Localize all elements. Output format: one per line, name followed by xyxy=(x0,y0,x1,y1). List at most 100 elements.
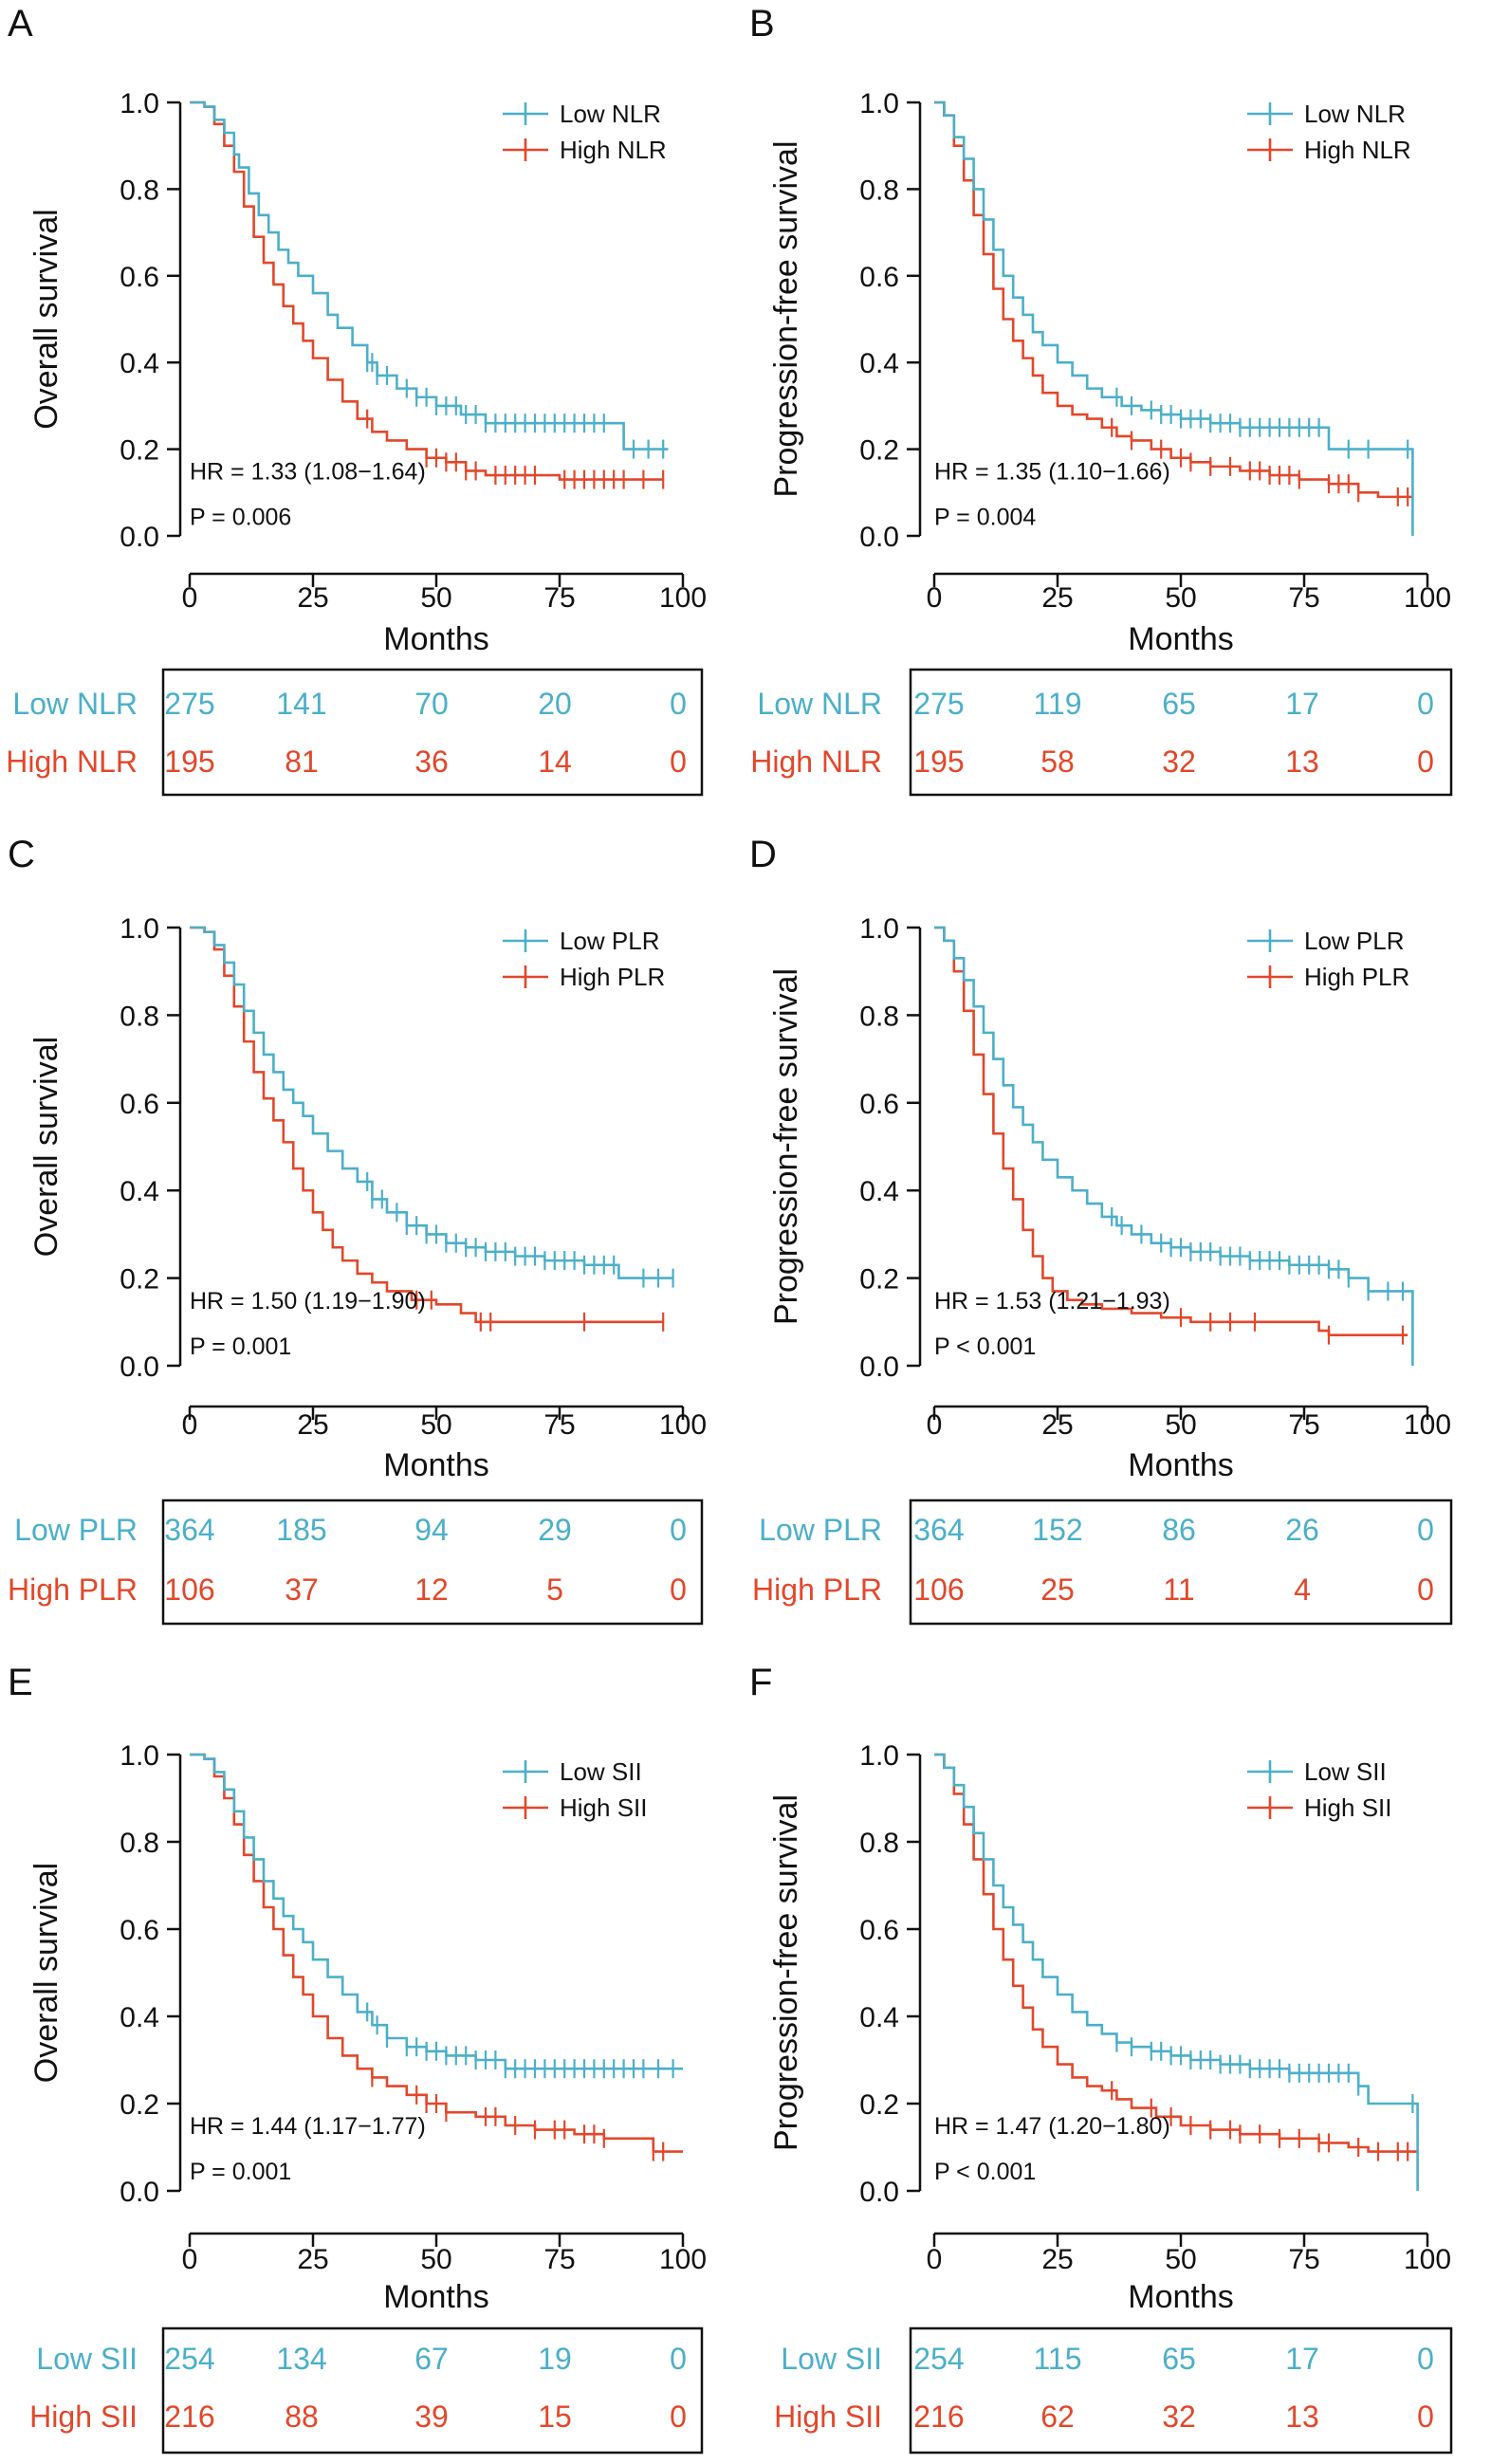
y-tick-label: 0.6 xyxy=(859,1089,899,1120)
km-curve-low xyxy=(190,101,669,451)
risk-row-label-high: High SII xyxy=(29,2400,138,2434)
y-tick-label: 1.0 xyxy=(859,1740,899,1772)
legend-item-low: Low NLR xyxy=(503,100,661,128)
legend-item-high: High SII xyxy=(503,1793,648,1822)
risk-count: 364 xyxy=(164,1513,214,1547)
y-axis-title: Overall survival xyxy=(28,209,64,429)
risk-row-label-high: High PLR xyxy=(8,1572,138,1607)
risk-count: 15 xyxy=(538,2400,572,2434)
x-axis-title: Months xyxy=(383,2279,489,2315)
y-tick-label: 0.2 xyxy=(859,2089,899,2121)
risk-count: 32 xyxy=(1162,2400,1196,2434)
risk-count: 29 xyxy=(538,1513,572,1547)
risk-count: 58 xyxy=(1040,745,1075,779)
y-tick-label: 0.4 xyxy=(859,2002,899,2033)
legend-item-high: High PLR xyxy=(1247,963,1409,991)
risk-count: 17 xyxy=(1285,2342,1319,2376)
risk-row-label-low: Low PLR xyxy=(14,1513,138,1547)
risk-count: 0 xyxy=(1417,687,1434,721)
y-tick-label: 0.8 xyxy=(859,1001,899,1032)
risk-count: 62 xyxy=(1040,2400,1075,2434)
risk-count: 0 xyxy=(1417,1513,1434,1547)
y-tick-label: 0.8 xyxy=(859,1828,899,1859)
legend-label: High SII xyxy=(1304,1793,1392,1822)
panel-label: D xyxy=(749,834,777,875)
risk-count: 115 xyxy=(1033,2342,1081,2376)
y-tick-label: 0.0 xyxy=(859,1352,899,1383)
hazard-ratio-text: HR = 1.50 (1.19−1.90) xyxy=(190,1288,426,1315)
legend-label: High NLR xyxy=(560,136,667,164)
x-tick-label: 100 xyxy=(1404,582,1451,614)
risk-table-box xyxy=(909,668,1453,797)
legend-label: High NLR xyxy=(1304,136,1411,164)
legend-label: Low NLR xyxy=(1304,100,1406,128)
p-value-text: P = 0.004 xyxy=(934,504,1036,530)
x-tick-label: 100 xyxy=(659,582,707,614)
legend-item-low: Low PLR xyxy=(1247,927,1405,955)
risk-count: 106 xyxy=(913,1572,964,1607)
risk-count: 0 xyxy=(670,687,687,721)
p-value-text: P < 0.001 xyxy=(934,2159,1036,2185)
legend-label: High PLR xyxy=(560,963,665,991)
panel-label: C xyxy=(8,834,35,875)
p-value-text: P < 0.001 xyxy=(934,1333,1036,1360)
y-tick-label: 1.0 xyxy=(859,88,899,120)
p-value-text: P = 0.006 xyxy=(190,504,291,530)
risk-count: 13 xyxy=(1285,2400,1319,2434)
risk-row-label-high: High NLR xyxy=(6,745,138,779)
y-tick-label: 0.0 xyxy=(120,522,159,553)
x-tick-label: 0 xyxy=(182,2244,198,2275)
x-axis-title: Months xyxy=(1128,2279,1234,2315)
risk-row-label-low: Low NLR xyxy=(12,687,138,721)
panel-label: F xyxy=(749,1662,772,1703)
y-axis-title: Progression-free survival xyxy=(768,1794,804,2151)
risk-count: 4 xyxy=(1294,1572,1311,1607)
x-tick-label: 25 xyxy=(297,1409,328,1441)
risk-row-label-low: Low SII xyxy=(781,2342,882,2376)
y-tick-label: 0.6 xyxy=(859,1915,899,1946)
x-tick-label: 75 xyxy=(543,2244,575,2275)
risk-table-box xyxy=(161,668,704,797)
risk-count: 94 xyxy=(414,1513,449,1547)
x-tick-label: 100 xyxy=(659,2244,707,2275)
x-tick-label: 50 xyxy=(420,582,451,614)
risk-count: 20 xyxy=(538,687,572,721)
y-tick-label: 0.2 xyxy=(859,435,899,467)
x-tick-label: 25 xyxy=(297,2244,328,2275)
risk-count: 195 xyxy=(913,745,964,779)
x-tick-label: 50 xyxy=(1165,2244,1196,2275)
risk-count: 152 xyxy=(1032,1513,1082,1547)
y-axis-title: Progression-free survival xyxy=(768,140,804,497)
panel-label: A xyxy=(8,3,33,45)
y-tick-label: 1.0 xyxy=(120,88,159,120)
x-tick-label: 75 xyxy=(543,1409,575,1441)
risk-count: 275 xyxy=(164,687,214,721)
risk-count: 32 xyxy=(1162,745,1196,779)
km-panel-b: B 0.0 0.2 0.4 0.6 0.8 1.0 Progression-free surv… xyxy=(749,3,1453,797)
risk-count: 106 xyxy=(164,1572,214,1607)
x-tick-label: 25 xyxy=(1041,1409,1073,1441)
legend-label: Low PLR xyxy=(560,927,660,955)
panel-label: B xyxy=(749,3,775,45)
y-tick-label: 0.2 xyxy=(859,1264,899,1296)
x-tick-label: 50 xyxy=(420,2244,451,2275)
y-tick-label: 0.2 xyxy=(120,1264,159,1296)
p-value-text: P = 0.001 xyxy=(190,1333,291,1360)
legend-item-high: High NLR xyxy=(1247,136,1411,164)
y-tick-label: 0.6 xyxy=(120,262,159,293)
legend-item-low: Low PLR xyxy=(503,927,660,955)
legend-label: Low SII xyxy=(1304,1757,1387,1786)
y-tick-label: 0.6 xyxy=(859,262,899,293)
risk-count: 0 xyxy=(670,2400,687,2434)
risk-row-label-low: Low SII xyxy=(36,2342,138,2376)
x-tick-label: 100 xyxy=(1404,2244,1451,2275)
x-tick-label: 75 xyxy=(1288,1409,1319,1441)
legend-item-high: High SII xyxy=(1247,1793,1392,1822)
risk-count: 11 xyxy=(1163,1572,1194,1607)
risk-count: 65 xyxy=(1162,2342,1196,2376)
risk-row-label-high: High PLR xyxy=(752,1572,882,1607)
legend-item-high: High PLR xyxy=(503,963,665,991)
risk-count: 0 xyxy=(1417,1572,1434,1607)
risk-count: 5 xyxy=(546,1572,563,1607)
